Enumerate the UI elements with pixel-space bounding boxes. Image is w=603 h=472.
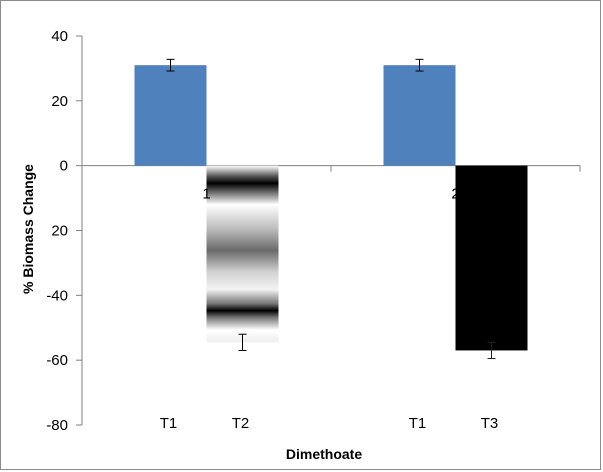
y-tick-label: 20 — [51, 223, 68, 240]
group-label-1: 1 — [202, 186, 210, 203]
y-axis-title: % Biomass Change — [20, 164, 36, 294]
y-tick-label: 20 — [51, 93, 68, 110]
category-label-4: T3 — [481, 415, 499, 432]
y-tick-label: -40 — [46, 287, 68, 304]
group-label-2: 2 — [451, 186, 459, 203]
bar-3 — [383, 65, 456, 166]
bar-2 — [206, 165, 279, 343]
x-axis-title: Dimethoate — [286, 446, 362, 462]
category-label-3: T1 — [409, 415, 427, 432]
bar-1 — [134, 65, 207, 166]
bar-4 — [455, 165, 528, 351]
y-tick-label: -60 — [46, 352, 68, 369]
category-label-2: T2 — [232, 415, 250, 432]
y-tick-label: 0 — [60, 158, 68, 175]
y-tick-label: -80 — [46, 417, 68, 434]
y-tick-label: 40 — [51, 28, 68, 45]
category-label-1: T1 — [160, 415, 178, 432]
